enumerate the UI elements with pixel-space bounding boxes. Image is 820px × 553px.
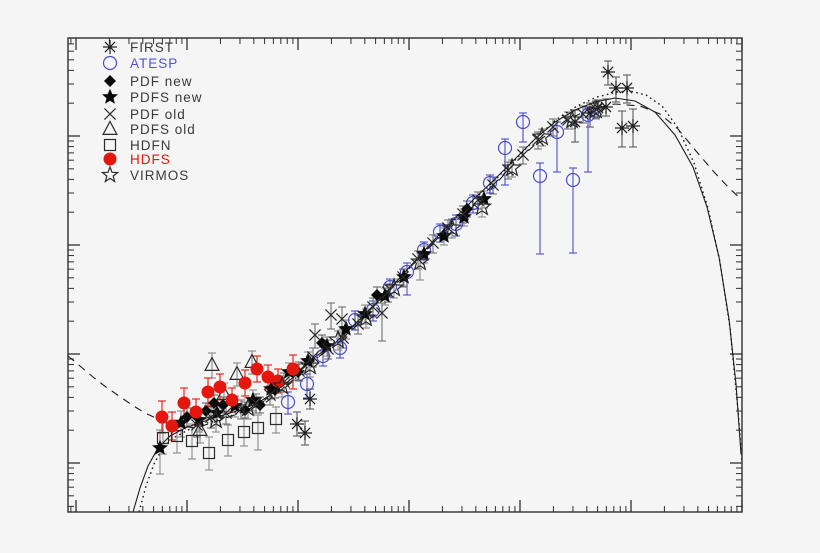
- legend-label-atesp: ATESP: [130, 56, 178, 71]
- legend-label-first: FIRST: [130, 40, 174, 55]
- legend-marker-hdfs-icon: [103, 152, 117, 166]
- legend-label-hdfn: HDFN: [130, 138, 172, 153]
- axis-ticks: [68, 38, 743, 512]
- series-hdfn: [156, 412, 283, 460]
- plot-frame: [67, 37, 743, 513]
- legend-label-pdfs-new: PDFS new: [130, 90, 203, 105]
- legend-item-hdfs: HDFS: [103, 152, 171, 167]
- legend-marker-first-icon: [103, 40, 117, 54]
- legend-marker-pdf-old-icon: [103, 107, 117, 121]
- legend-label-hdfs: HDFS: [130, 152, 171, 167]
- legend-item-hdfn: HDFN: [103, 138, 172, 153]
- legend-item-pdf-new: PDF new: [104, 74, 193, 89]
- legend-item-pdfs-old: PDFS old: [102, 120, 196, 137]
- legend-label-pdf-old: PDF old: [130, 107, 186, 122]
- legend-marker-hdfn-icon: [103, 138, 117, 152]
- legend-marker-atesp-icon: [102, 55, 118, 71]
- legend-item-first: FIRST: [103, 40, 174, 55]
- legend-marker-pdfs-new-icon: [102, 88, 118, 104]
- series-hdfs: [155, 362, 300, 433]
- model-curve-dashed: [67, 103, 742, 429]
- legend-label-pdf-new: PDF new: [130, 74, 193, 89]
- legend-item-virmos: VIRMOS: [100, 165, 189, 183]
- legend-marker-virmos-icon: [100, 165, 120, 183]
- legend-label-pdfs-old: PDFS old: [130, 122, 196, 137]
- legend-marker-pdf-new-icon: [104, 75, 116, 87]
- legend-label-virmos: VIRMOS: [130, 168, 189, 183]
- legend-item-pdf-old: PDF old: [103, 107, 186, 122]
- legend-marker-pdfs-old-icon: [102, 120, 118, 135]
- legend-item-pdfs-new: PDFS new: [102, 88, 203, 105]
- error-bars-hdfn: [159, 406, 280, 471]
- error-bars-pdf-old: [193, 100, 600, 438]
- series-virmos: [205, 99, 607, 429]
- legend-item-atesp: ATESP: [102, 55, 178, 71]
